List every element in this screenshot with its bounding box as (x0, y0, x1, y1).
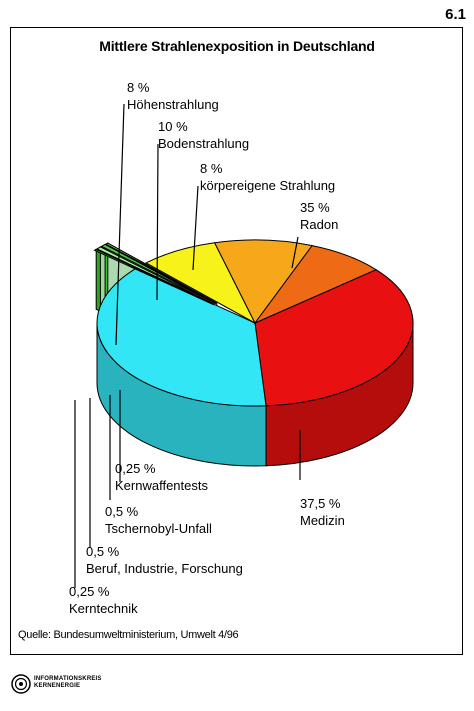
slice-name-label-5: Kernwaffentests (115, 478, 208, 493)
pie-tops (93, 239, 414, 407)
logo: INFORMATIONSKREIS KERNENERGIE (10, 668, 130, 704)
leader-lines (74, 103, 301, 588)
logo-rings-icon (11, 674, 31, 694)
logo-line-1: INFORMATIONSKREIS (34, 676, 102, 682)
slice-labels: 35 % Radon 37,5 % Medizin 0,25 % Kerntechnik 0… (69, 80, 345, 616)
slice-value-label-5: 0,25 % (115, 461, 156, 476)
slice-value-label-4: 0,5 % (105, 504, 139, 519)
slice-name-label-4: Tschernobyl-Unfall (105, 521, 212, 536)
slice-value-label-3: 0,5 % (86, 544, 120, 559)
slice-0 (254, 269, 414, 407)
slice-value-label-1: 37,5 % (300, 496, 341, 511)
logo-line-2: KERNENERGIE (34, 683, 81, 689)
slice-value-label-2: 0,25 % (69, 584, 110, 599)
chart-frame (10, 27, 463, 655)
logo-text: INFORMATIONSKREIS KERNENERGIE (34, 676, 102, 690)
slice-8 (253, 245, 378, 325)
leader-line-8 (192, 185, 199, 271)
slice-name-label-6: Höhenstrahlung (127, 97, 219, 112)
leader-line-7 (156, 143, 159, 301)
slice-name-label-3: Beruf, Industrie, Forschung (86, 561, 243, 576)
slice-1 (96, 267, 267, 407)
slice-name-label-1: Medizin (300, 513, 345, 528)
slice-value-label-6: 8 % (127, 80, 150, 95)
slice-name-label-0: Radon (300, 217, 338, 232)
slice-value-label-7: 10 % (158, 119, 188, 134)
source-note: Quelle: Bundesumweltministerium, Umwelt … (18, 629, 239, 641)
slice-4 (100, 243, 217, 305)
slice-5 (104, 242, 218, 304)
slice-7 (213, 239, 314, 324)
slice-3 (95, 246, 215, 305)
slice-name-label-2: Kerntechnik (69, 601, 138, 616)
slice-value-label-8: 8 % (200, 161, 223, 176)
page-number: 6.1 (445, 6, 466, 23)
leader-line-0 (291, 236, 299, 269)
leader-line-6 (115, 103, 125, 346)
slice-value-label-0: 35 % (300, 200, 330, 215)
chart-title: Mittlere Strahlenexposition in Deutschla… (99, 38, 375, 54)
slice-2 (93, 248, 214, 306)
slice-name-label-7: Bodenstrahlung (158, 136, 249, 151)
slice-name-label-8: körpereigene Strahlung (200, 178, 335, 193)
